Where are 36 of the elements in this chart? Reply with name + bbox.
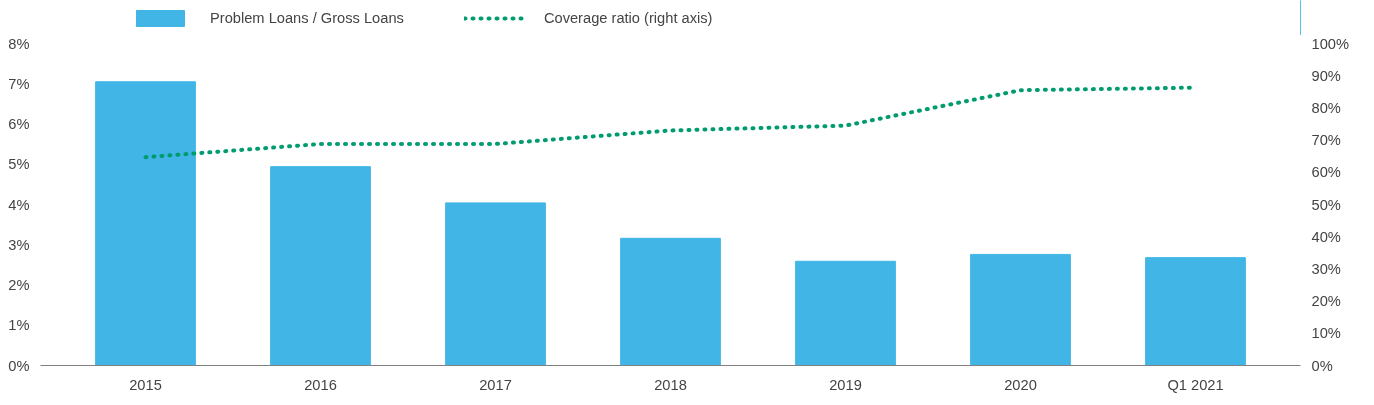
y2-tick-label: 90% — [1311, 67, 1341, 84]
y-tick-label: 3% — [8, 236, 30, 253]
x-tick-label: Q1 2021 — [1167, 376, 1224, 393]
y2-tick-label: 40% — [1311, 228, 1341, 245]
y2-tick-label: 80% — [1311, 99, 1341, 116]
bar — [445, 202, 546, 366]
y2-tick-label: 100% — [1311, 35, 1349, 52]
legend-label: Problem Loans / Gross Loans — [210, 9, 404, 26]
bar — [795, 260, 896, 366]
x-tick-label: 2018 — [654, 376, 687, 393]
y2-tick-label: 20% — [1311, 293, 1341, 310]
y-tick-label: 4% — [8, 196, 30, 213]
y-tick-label: 1% — [8, 317, 30, 334]
x-tick-label: 2015 — [129, 376, 162, 393]
x-tick-label: 2019 — [829, 376, 862, 393]
y-tick-label: 6% — [8, 116, 30, 132]
bar — [620, 237, 721, 366]
y-tick-label: 8% — [8, 35, 30, 52]
bar — [270, 166, 371, 366]
bar — [1145, 257, 1246, 366]
y-tick-label: 2% — [8, 277, 30, 293]
legend-label: Coverage ratio (right axis) — [543, 9, 713, 26]
x-tick-label: 2020 — [1004, 376, 1037, 393]
y2-tick-label: 0% — [1311, 357, 1333, 374]
y2-tick-label: 70% — [1311, 132, 1341, 149]
y2-tick-label: 50% — [1311, 196, 1341, 213]
y-tick-label: 7% — [8, 75, 30, 92]
y2-tick-label: 30% — [1311, 260, 1341, 277]
y-tick-label: 5% — [8, 156, 30, 173]
bar — [95, 81, 196, 366]
y2-tick-label: 60% — [1311, 164, 1341, 181]
x-tick-label: 2017 — [479, 376, 512, 393]
y2-tick-label: 10% — [1311, 325, 1341, 342]
bar — [970, 253, 1071, 366]
x-tick-label: 2016 — [304, 376, 337, 393]
y-tick-label: 0% — [8, 357, 30, 374]
